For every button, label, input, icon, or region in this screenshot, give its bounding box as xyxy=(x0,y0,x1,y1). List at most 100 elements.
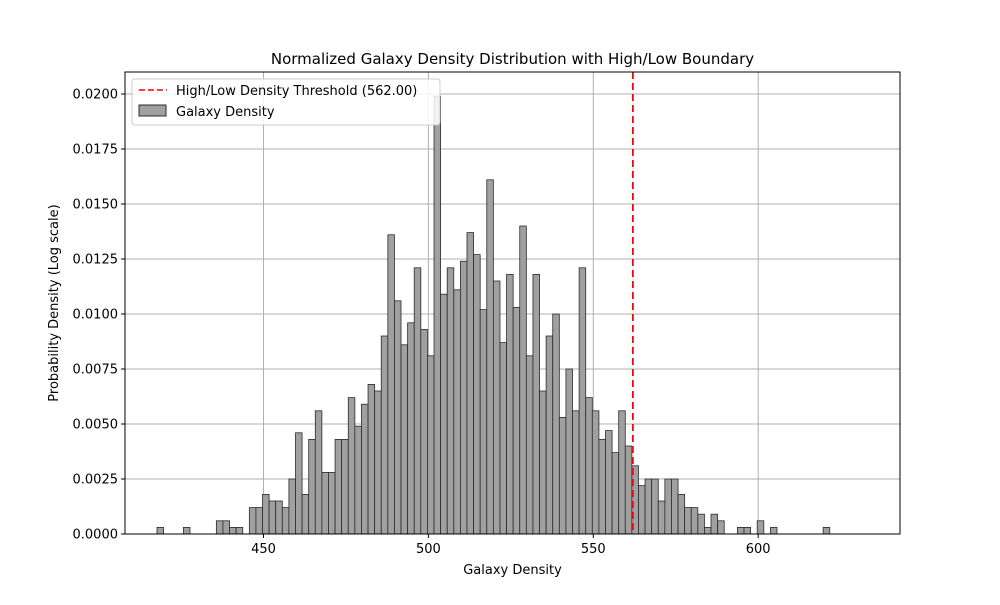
histogram-bar xyxy=(690,507,699,535)
histogram-bar xyxy=(717,520,725,535)
legend: High/Low Density Threshold (562.00) Gala… xyxy=(131,78,441,126)
histogram-bar xyxy=(433,95,442,535)
histogram-bar xyxy=(737,527,745,535)
histogram-bar xyxy=(453,289,461,535)
y-tick-label: 0.0200 xyxy=(73,88,119,103)
histogram-bar xyxy=(611,452,620,535)
histogram-bar xyxy=(413,267,422,535)
histogram-bar xyxy=(479,309,488,535)
grid-layer xyxy=(125,72,900,535)
histogram-bar xyxy=(743,527,752,535)
histogram-bar xyxy=(347,397,356,535)
histogram-bar xyxy=(156,527,164,535)
histogram-bar xyxy=(361,403,369,535)
legend-box xyxy=(131,78,441,126)
y-tick-label: 0.0050 xyxy=(73,418,119,433)
histogram-bar xyxy=(697,513,705,535)
histogram-bar xyxy=(446,267,455,535)
histogram-bar xyxy=(756,520,765,535)
histogram-bar xyxy=(440,293,448,535)
y-ticks: 0.0000 0.0025 0.0050 0.0075 0.0100 0.0125 0.01… xyxy=(73,88,125,543)
histogram-bar xyxy=(308,438,316,535)
plot-frame xyxy=(124,71,901,535)
histogram-bar xyxy=(704,527,712,535)
histogram-bar xyxy=(552,313,560,535)
histogram-bar xyxy=(624,445,633,535)
histogram-bar xyxy=(182,527,191,535)
histogram-bar xyxy=(539,390,547,535)
histogram-bar xyxy=(341,438,349,535)
histogram-bar xyxy=(407,322,415,535)
histogram-bar xyxy=(671,478,679,535)
histogram-bar xyxy=(459,260,468,535)
histogram-bar xyxy=(565,368,573,535)
y-axis-label: Probability Density (Log scale) xyxy=(47,204,62,401)
histogram-bar xyxy=(215,520,224,535)
histogram-bar xyxy=(651,478,659,535)
histogram-bar xyxy=(321,471,329,535)
histogram-bar xyxy=(387,234,395,535)
histogram-bar xyxy=(354,425,362,535)
legend-series-label: Galaxy Density xyxy=(176,105,275,120)
histogram-bar xyxy=(710,513,719,535)
histogram-bar xyxy=(374,390,382,535)
histogram-bar xyxy=(288,478,296,535)
histogram-bar xyxy=(499,342,507,535)
y-tick-label: 0.0025 xyxy=(73,473,119,488)
histogram-bar xyxy=(248,507,257,535)
histogram-bar xyxy=(486,179,494,535)
y-tick-label: 0.0125 xyxy=(73,253,119,268)
histogram-bar xyxy=(525,355,534,535)
histogram-bar xyxy=(222,520,230,535)
histogram-bar xyxy=(506,273,514,535)
histogram-bar xyxy=(255,507,263,535)
histogram-bar xyxy=(677,493,686,535)
histogram-bar xyxy=(519,225,527,535)
histogram-bar xyxy=(598,438,606,535)
histogram-bar xyxy=(585,397,593,535)
histogram-bar xyxy=(572,410,580,535)
y-tick-label: 0.0100 xyxy=(73,308,119,323)
histogram-bar xyxy=(229,527,237,535)
histogram-bar xyxy=(657,500,666,535)
histogram-bar xyxy=(558,416,567,535)
histogram-bar xyxy=(466,232,474,535)
histogram-bar xyxy=(822,527,831,535)
y-tick-label: 0.0150 xyxy=(73,198,119,213)
histogram-bar xyxy=(684,507,692,535)
histogram-bar xyxy=(545,335,554,535)
histogram-bar xyxy=(367,383,376,535)
histogram-bar xyxy=(301,493,310,535)
histogram-bar xyxy=(618,410,626,535)
histogram-bar xyxy=(281,507,290,535)
legend-threshold-label: High/Low Density Threshold (562.00) xyxy=(176,84,417,99)
histogram-bar xyxy=(235,527,244,535)
histogram-bar xyxy=(532,273,540,535)
chart-title: Normalized Galaxy Density Distribution w… xyxy=(271,50,754,68)
histogram-bar xyxy=(473,254,481,535)
x-axis-label: Galaxy Density xyxy=(463,563,562,578)
histogram-bar xyxy=(328,471,336,535)
histogram-bar xyxy=(605,430,613,535)
histogram-bar xyxy=(420,328,428,535)
histogram-bar xyxy=(644,478,653,535)
bars-layer xyxy=(156,95,831,535)
legend-series-swatch xyxy=(138,104,167,117)
histogram-bar xyxy=(380,335,389,535)
y-tick-label: 0.0000 xyxy=(73,528,119,543)
histogram-bar xyxy=(275,500,283,535)
histogram-bar xyxy=(334,438,343,535)
histogram-bar xyxy=(427,355,435,535)
histogram-bar xyxy=(591,410,600,535)
histogram-bar xyxy=(268,500,277,535)
x-ticks: 450 500 550 600 xyxy=(251,534,771,557)
histogram-bar xyxy=(262,493,270,535)
x-tick-label: 450 xyxy=(251,542,276,557)
y-tick-label: 0.0075 xyxy=(73,363,119,378)
histogram-bar xyxy=(769,527,778,535)
histogram-bar xyxy=(295,432,303,535)
x-tick-label: 550 xyxy=(581,542,606,557)
histogram-bar xyxy=(578,267,587,535)
histogram-bar xyxy=(492,280,501,535)
